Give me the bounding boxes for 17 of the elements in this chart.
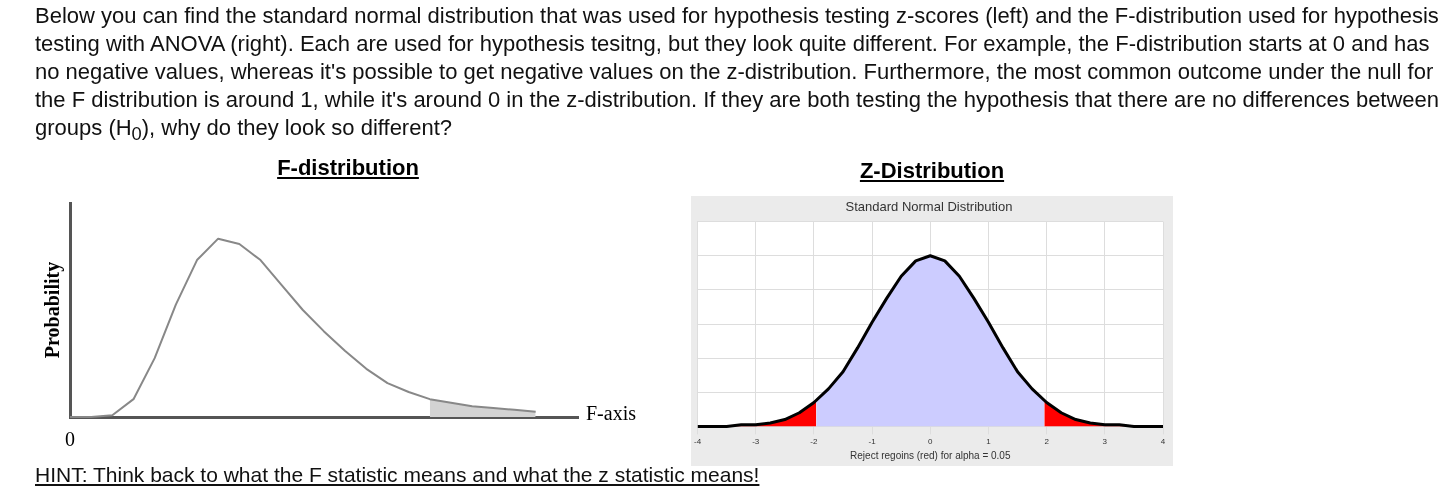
chart-subtitle: Standard Normal Distribution (845, 199, 1013, 215)
text: Below you can find the standard normal distribution that was used for hypothesis testing z-scores (left) and the F-distribution used for hypothesis testing with ANOVA (right). Each are used for hypothesis tesitng, but they look quite different. For example, the F-distribution starts at 0 and has no negative values, whereas it's possible to get negative values on the z-distribution. Furthermore, the most common outcome under the null for the F distribution is around 1, while it's around 0 in the z-distribution. If they are both testing the hypothesis that there are no differences between groups (H$_{0}$), why do they look so different? (35, 2, 1441, 147)
x-tick-label: -1 (868, 437, 877, 447)
x-tick-label: 4 (1160, 437, 1166, 447)
x-tick-label: 2 (1044, 437, 1050, 447)
x-tick-label: -3 (752, 437, 760, 447)
x-tick-label: 3 (1102, 437, 1108, 447)
y-axis-title: Probability (41, 261, 65, 359)
x-axis-title: Reject regoins (red) for alpha = 0.05 (850, 449, 1011, 461)
x-tick-label: 1 (986, 437, 992, 447)
chart-title: Z-Distribution (858, 158, 1006, 185)
x-tick-label: 0 (928, 437, 934, 447)
x-tick-label: -4 (693, 437, 702, 447)
text: HINT: Think back to what the F statistic means and what the z statistic means! (35, 463, 760, 487)
x-tick-label: -2 (810, 437, 819, 447)
x-axis-title: F-axis (586, 402, 637, 425)
chart-title: F-distribution (276, 155, 420, 182)
